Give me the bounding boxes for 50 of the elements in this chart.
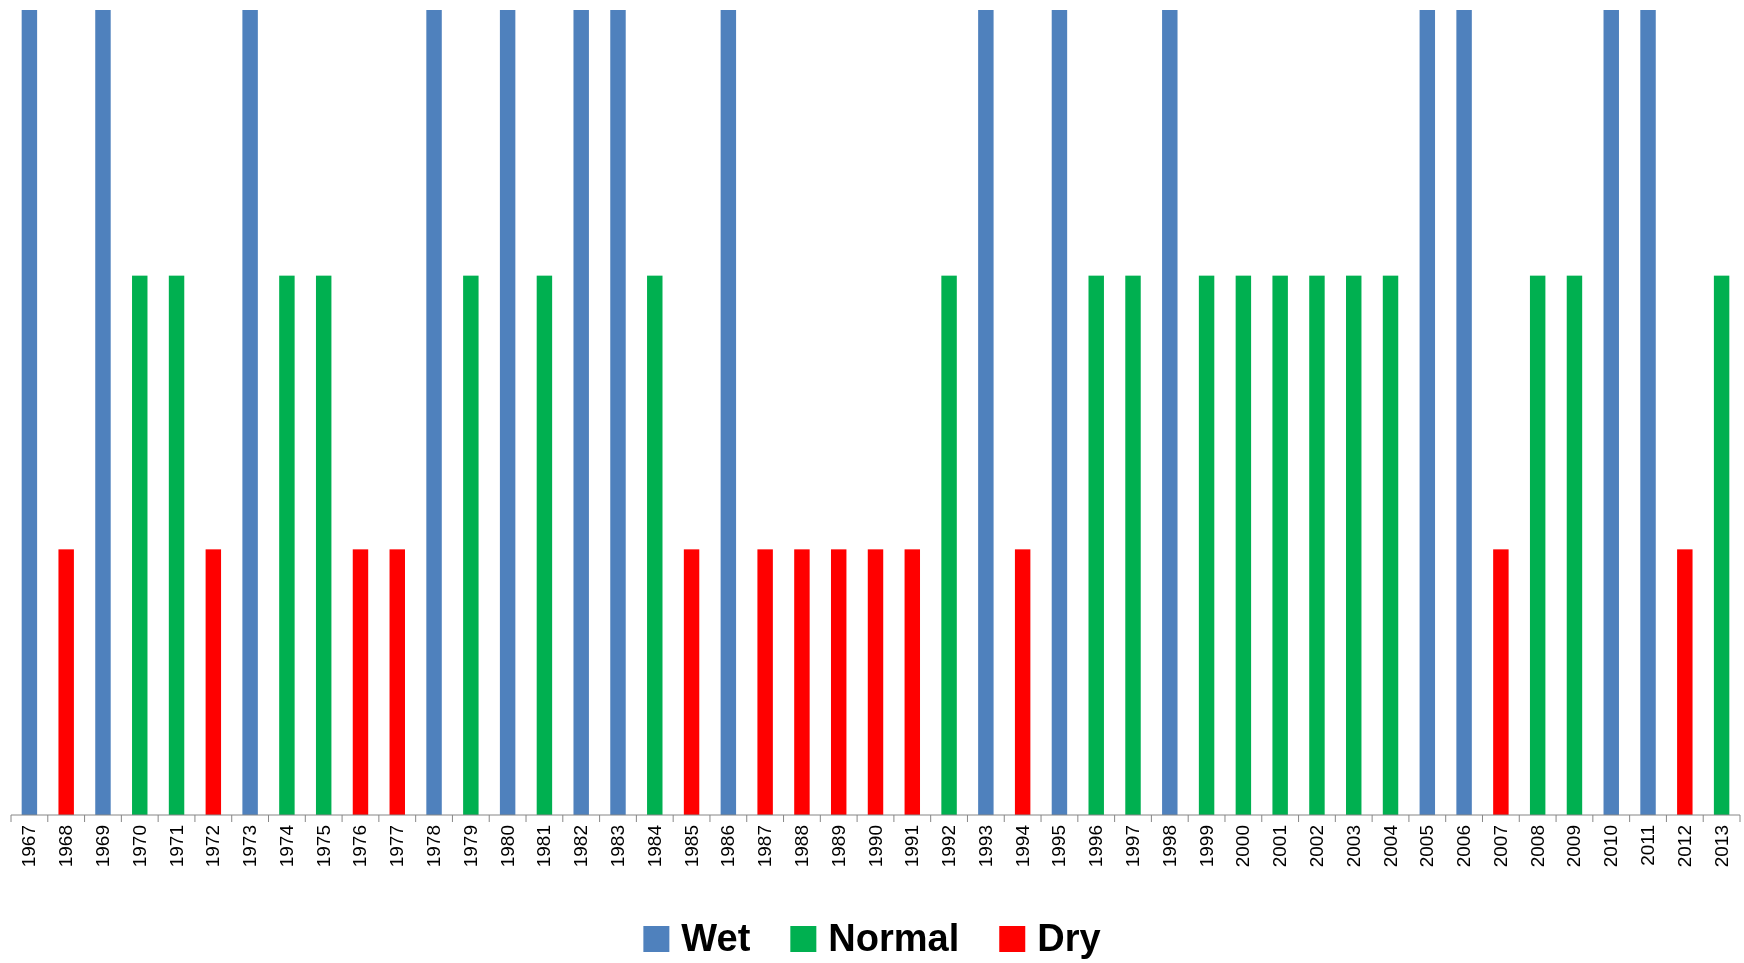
x-tick-label: 2000 [1232,825,1254,868]
x-tick-label: 1969 [91,825,113,868]
x-tick-label: 1989 [827,825,849,868]
x-tick-label: 1983 [606,825,628,868]
x-tick-label: 1979 [459,825,481,868]
x-tick-label: 2013 [1710,825,1732,868]
x-tick-label: 1985 [680,825,702,868]
x-tick-label: 1984 [643,824,665,868]
x-tick-label: 1980 [496,825,518,868]
x-tick-label: 1999 [1195,825,1217,868]
x-tick-label: 1982 [570,825,592,868]
x-tick-label: 2006 [1453,825,1475,868]
x-tick-label: 2002 [1305,825,1327,868]
x-tick-label: 1981 [533,825,555,868]
x-tick-label: 1992 [938,825,960,868]
x-tick-label: 1978 [423,825,445,868]
x-tick-label: 1988 [790,825,812,868]
x-tick-label: 2007 [1489,825,1511,868]
x-tick-label: 2001 [1269,825,1291,868]
x-tick-label: 2012 [1673,825,1695,868]
x-tick-label: 1994 [1011,824,1033,868]
x-tick-label: 1998 [1158,825,1180,868]
x-tick-label: 1968 [55,825,77,868]
x-tick-label: 1993 [974,825,996,868]
x-tick-label: 1972 [202,825,224,868]
legend-label: Dry [1037,917,1101,959]
legend-label: Wet [681,917,751,959]
x-tick-label: 2005 [1416,825,1438,868]
x-tick-label: 2008 [1526,825,1548,868]
x-tick-label: 1990 [864,825,886,868]
x-tick-label: 1997 [1122,825,1144,868]
x-tick-label: 2003 [1342,825,1364,868]
x-tick-label: 1996 [1085,825,1107,868]
x-tick-label: 2009 [1563,825,1585,868]
x-tick-label: 1991 [901,825,923,868]
x-tick-label: 1971 [165,825,187,868]
x-tick-label: 1975 [312,825,334,868]
x-tick-label: 2010 [1600,825,1622,868]
x-tick-label: 2011 [1637,825,1659,866]
x-tick-label: 2004 [1379,824,1401,868]
x-tick-label: 1970 [128,825,150,868]
x-tick-label: 1974 [275,824,297,868]
x-tick-label: 1986 [717,825,739,868]
x-tick-label: 1973 [239,825,261,868]
legend-label: Normal [828,917,960,959]
x-tick-label: 1976 [349,825,371,868]
x-tick-label: 1967 [18,825,40,868]
x-tick-label: 1977 [386,825,408,868]
x-tick-label: 1987 [754,825,776,868]
x-tick-label: 1995 [1048,825,1070,868]
